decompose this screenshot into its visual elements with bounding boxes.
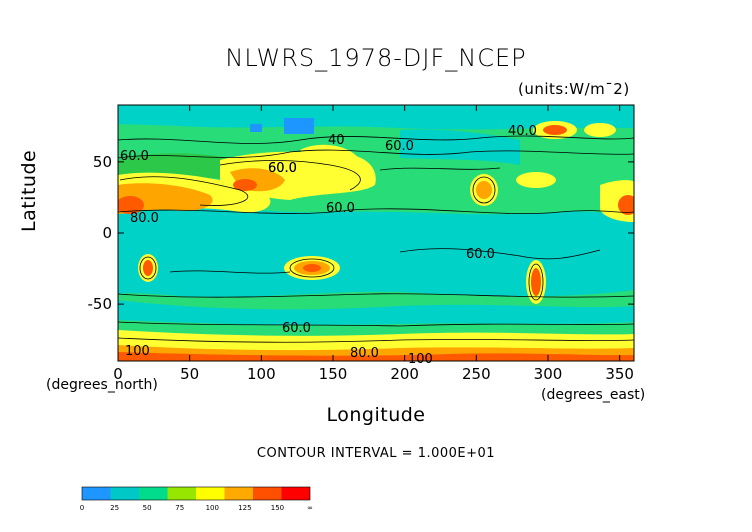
australia-red bbox=[303, 264, 321, 272]
x-tick-label: 250 bbox=[462, 365, 491, 383]
tick-labels: 0 50 100 150 200 250 300 350 50 0 -50 bbox=[88, 153, 634, 383]
tick-marks bbox=[117, 105, 634, 361]
colorbar-swatch bbox=[196, 487, 225, 500]
greenland-orange bbox=[543, 125, 567, 135]
contour-label: 60.0 bbox=[268, 161, 297, 176]
colorbar-label: ∞ bbox=[307, 504, 313, 512]
contour-label: 40 bbox=[328, 133, 345, 148]
colorbar-label: 75 bbox=[175, 504, 184, 512]
contour-label-layer: 4060.060.060.060.060.080.040.060.060.010… bbox=[120, 124, 537, 367]
tibet-red bbox=[233, 179, 257, 191]
colorbar-frame bbox=[81, 486, 311, 501]
map-title: NLWRS_1978-DJF_NCEP bbox=[225, 44, 527, 72]
polar-blue-spot bbox=[250, 124, 262, 132]
contour-label: 80.0 bbox=[130, 211, 159, 226]
colorbar-swatch bbox=[224, 487, 253, 500]
x-tick-label: 100 bbox=[247, 365, 276, 383]
contour-label: 60.0 bbox=[120, 149, 149, 164]
colorbar-swatch bbox=[167, 487, 196, 500]
colorbar-swatch bbox=[139, 487, 168, 500]
contour-label: 60.0 bbox=[466, 247, 495, 262]
y-tick-label: 50 bbox=[93, 153, 112, 171]
contour-label: 60.0 bbox=[326, 201, 355, 216]
north-atlantic-patch bbox=[400, 129, 520, 165]
sahara-red bbox=[118, 196, 144, 214]
x-axis-label: Longitude bbox=[326, 404, 426, 426]
x-tick-label: 0 bbox=[113, 365, 123, 383]
canada-yellow bbox=[516, 172, 556, 188]
contour-interval: CONTOUR INTERVAL = 1.000E+01 bbox=[256, 446, 496, 461]
antarctic-inner bbox=[118, 352, 634, 361]
y-axis-label: Latitude bbox=[18, 149, 40, 232]
colorbar-label: 150 bbox=[271, 504, 284, 512]
south-africa-orange bbox=[143, 260, 153, 276]
siberia-yellow bbox=[300, 144, 360, 175]
colorbar-swatch bbox=[82, 487, 111, 500]
contour-label: 60.0 bbox=[282, 321, 311, 336]
y-tick-label: -50 bbox=[88, 295, 113, 313]
na-orange bbox=[476, 181, 492, 199]
x-tick-label: 150 bbox=[319, 365, 348, 383]
colorbar-swatch bbox=[281, 487, 310, 500]
colorbar-swatch bbox=[253, 487, 282, 500]
y-unit-note: (degrees_north) bbox=[46, 377, 158, 393]
contour-label: 100 bbox=[125, 344, 150, 359]
contour-label: 60.0 bbox=[268, 161, 297, 176]
colorbar-label: 125 bbox=[238, 504, 251, 512]
tropical-band bbox=[118, 203, 634, 297]
colorbar-swatch bbox=[110, 487, 139, 500]
ne-yellow bbox=[584, 123, 616, 137]
contour-label: 100 bbox=[408, 352, 433, 367]
contour-label: 40.0 bbox=[508, 124, 537, 139]
x-tick-label: 300 bbox=[534, 365, 563, 383]
y-tick-label: 0 bbox=[102, 224, 112, 242]
southern-cyan-band bbox=[118, 300, 634, 325]
x-tick-label: 350 bbox=[605, 365, 634, 383]
polar-band bbox=[118, 105, 634, 130]
polar-blue-spot bbox=[284, 118, 314, 134]
colorbar: 0 25 50 75 100 125 150 ∞ bbox=[80, 486, 313, 512]
east-edge-red bbox=[618, 195, 634, 215]
colorbar-label: 25 bbox=[110, 504, 119, 512]
x-tick-label: 50 bbox=[180, 365, 199, 383]
field-layer bbox=[118, 105, 634, 361]
south-america-orange bbox=[531, 268, 541, 296]
contour-label: 80.0 bbox=[350, 346, 379, 361]
units-label: (units:W/m¯2) bbox=[518, 80, 630, 98]
colorbar-label: 100 bbox=[206, 504, 219, 512]
contour-lines bbox=[118, 135, 634, 343]
contour-label: 60.0 bbox=[385, 139, 414, 154]
colorbar-label: 0 bbox=[80, 504, 84, 512]
x-unit-note: (degrees_east) bbox=[541, 387, 646, 403]
x-tick-label: 200 bbox=[390, 365, 419, 383]
colorbar-label: 50 bbox=[143, 504, 152, 512]
